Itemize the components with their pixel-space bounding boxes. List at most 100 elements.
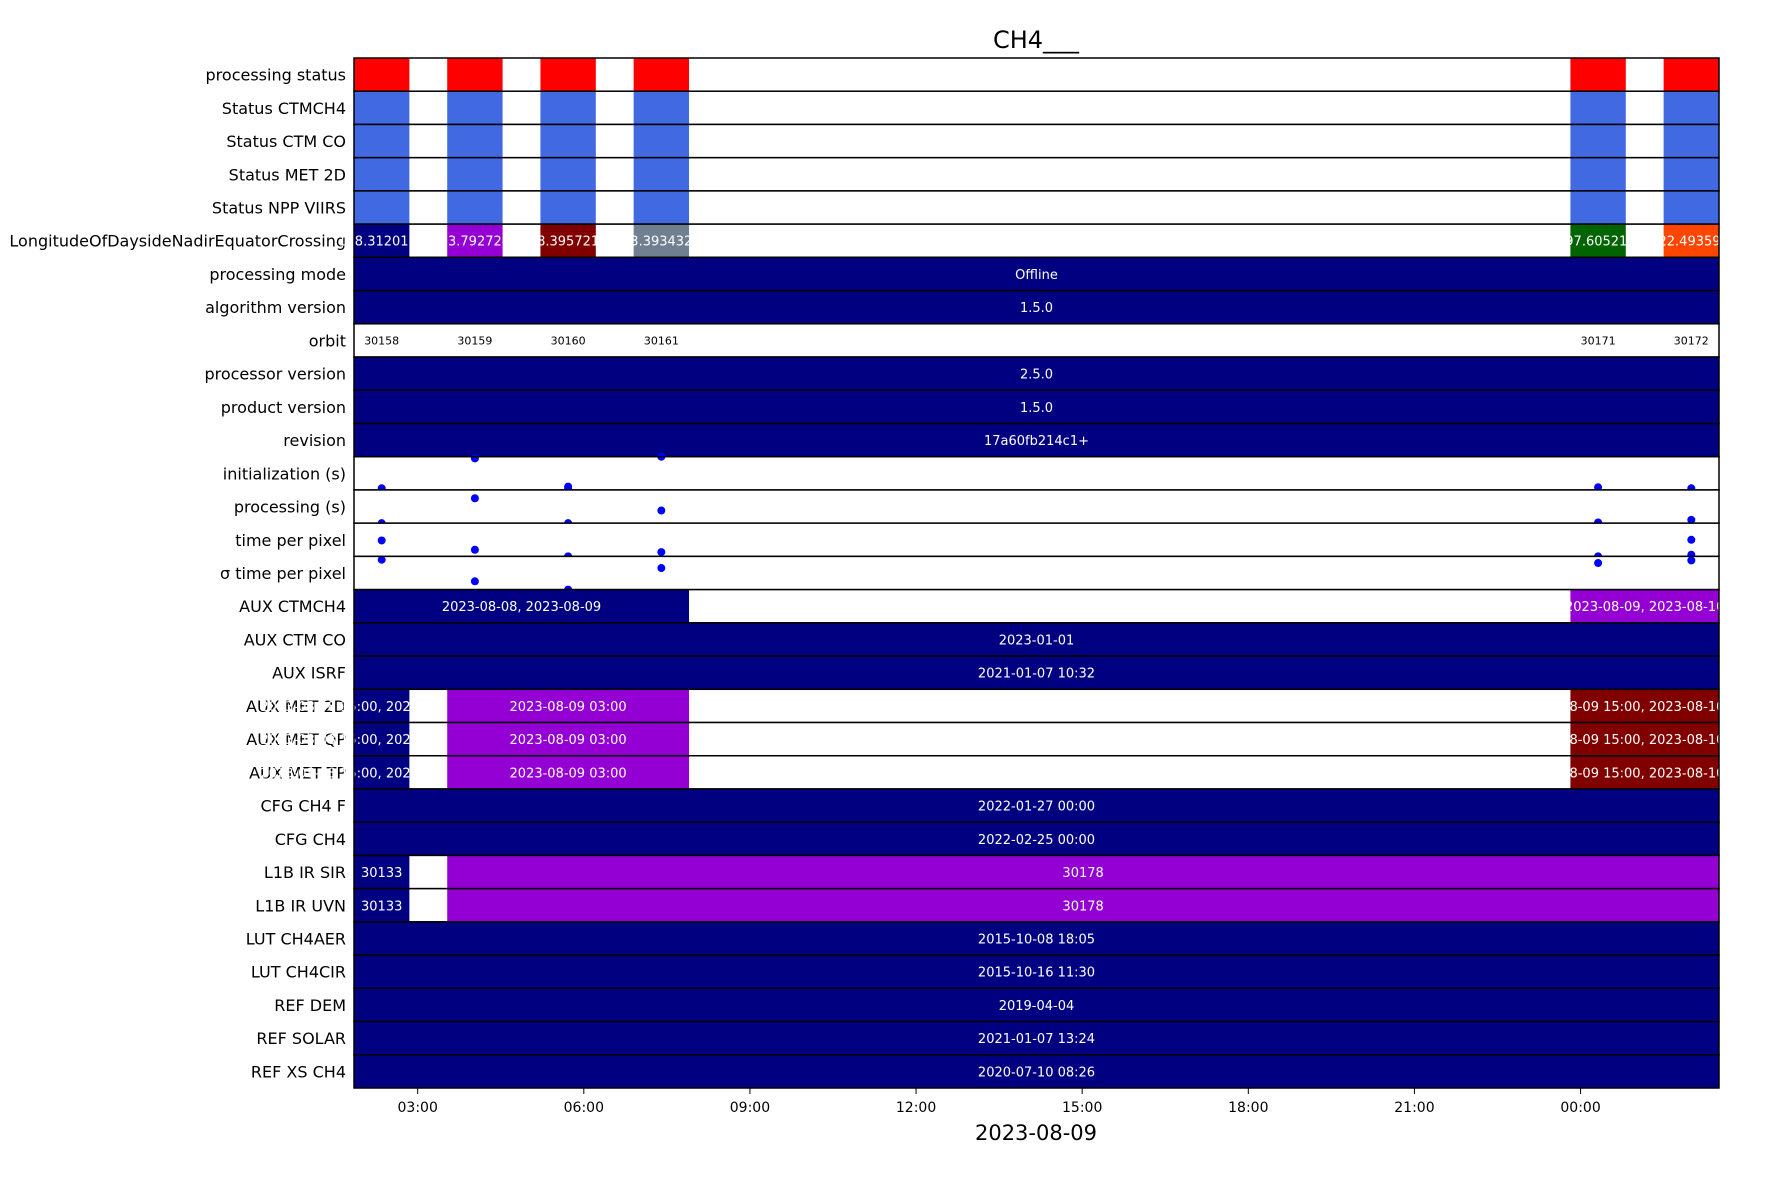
segment-bar bbox=[354, 1021, 1719, 1055]
segment-label: -222.4935913 bbox=[1646, 235, 1738, 250]
row-9: 2.5.0 bbox=[353, 356, 1720, 392]
row-label: orbit bbox=[309, 331, 346, 350]
segment-bar bbox=[1570, 755, 1719, 789]
row-label: REF XS CH4 bbox=[251, 1062, 346, 1081]
segment-bar bbox=[447, 855, 1720, 889]
segment-bar bbox=[633, 124, 690, 158]
segment-bar bbox=[447, 224, 503, 258]
segment-bar bbox=[540, 124, 596, 158]
segment-label: 17a60fb214c1+ bbox=[984, 434, 1089, 449]
segment-bar bbox=[1570, 91, 1626, 125]
row-23: 2022-02-25 00:00 bbox=[353, 821, 1720, 857]
segment-bar bbox=[633, 58, 690, 92]
row-label: AUX CTMCH4 bbox=[239, 597, 346, 616]
segment-bar bbox=[1663, 190, 1719, 225]
row-label: processing (s) bbox=[234, 498, 346, 517]
row-label: σ time per pixel bbox=[220, 564, 346, 583]
x-tick-label: 09:00 bbox=[730, 1100, 770, 1116]
row-7: 1.5.0 bbox=[353, 289, 1720, 325]
segment-bar bbox=[1663, 58, 1719, 92]
row-8: 30158 30159 30160 30161 30171 30172 bbox=[353, 323, 1720, 358]
segment-bar bbox=[354, 822, 1719, 856]
segment-bar bbox=[354, 190, 410, 225]
segment-label: 30178 bbox=[1062, 899, 1103, 914]
row-13 bbox=[353, 489, 1720, 528]
segment-bar bbox=[354, 423, 1719, 457]
segment-bar bbox=[354, 290, 1719, 324]
segment-label: 30178 bbox=[1062, 866, 1103, 881]
row-10: 1.5.0 bbox=[353, 389, 1720, 425]
row-label: AUX ISRF bbox=[272, 664, 346, 683]
row-background bbox=[354, 456, 1719, 490]
row-4 bbox=[353, 190, 1720, 225]
segment-label: 128.3120117 bbox=[338, 235, 425, 250]
segment-bar bbox=[1570, 224, 1626, 258]
row-background bbox=[354, 489, 1719, 524]
segment-label: 2015-10-08 18:05 bbox=[978, 932, 1095, 947]
row-27: 2015-10-16 11:30 bbox=[353, 954, 1720, 990]
segment-label: 1.5.0 bbox=[1020, 301, 1053, 316]
segment-bar bbox=[354, 257, 1719, 291]
segment-bar bbox=[354, 357, 1719, 391]
row-14 bbox=[353, 522, 1720, 561]
row-label: Status CTMCH4 bbox=[222, 99, 346, 118]
segment-bar bbox=[354, 656, 1719, 690]
segment-bar bbox=[540, 91, 596, 125]
segment-bar bbox=[354, 622, 1719, 657]
data-point bbox=[657, 564, 666, 573]
segment-label: 2023-08-08, 2023-08-09 bbox=[442, 600, 601, 615]
segment-bar bbox=[447, 722, 690, 756]
row-label: REF DEM bbox=[274, 996, 346, 1015]
segment-bar bbox=[354, 58, 410, 92]
row-label: LUT CH4AER bbox=[246, 929, 346, 948]
data-point bbox=[1687, 535, 1696, 544]
data-point bbox=[1687, 515, 1696, 524]
row-17: 2023-01-01 bbox=[353, 622, 1720, 657]
segment-label: 103.7927246 bbox=[431, 235, 518, 250]
row-label: time per pixel bbox=[235, 531, 346, 550]
row-29: 2021-01-07 13:24 bbox=[353, 1020, 1720, 1056]
orbit-label: 30158 bbox=[364, 334, 399, 347]
row-30: 2020-07-10 08:26 bbox=[353, 1054, 1720, 1089]
segment-bar bbox=[1663, 157, 1719, 191]
row-6: Offline bbox=[353, 256, 1720, 292]
segment-label: 2023-08-09 03:00 bbox=[510, 700, 627, 715]
row-label: CFG CH4 bbox=[275, 830, 346, 849]
segment-bar bbox=[354, 788, 1719, 823]
data-point bbox=[377, 555, 386, 564]
row-background bbox=[354, 323, 1719, 358]
segment-bar bbox=[447, 58, 503, 92]
row-16: 2023-08-08, 2023-08-09 2023-08-09, 2023-0… bbox=[353, 588, 1724, 624]
row-label: initialization (s) bbox=[223, 464, 346, 483]
segment-label: 2023-08-08 15:00, 2023-08-09 03:00 bbox=[260, 766, 503, 781]
segment-bar bbox=[1570, 589, 1719, 623]
row-label: product version bbox=[221, 398, 346, 417]
segment-label: 2022-02-25 00:00 bbox=[978, 833, 1095, 848]
row-label: revision bbox=[283, 431, 346, 450]
segment-bar bbox=[447, 755, 690, 789]
segment-bar bbox=[447, 689, 690, 723]
segment-label: 2019-04-04 bbox=[999, 999, 1075, 1014]
segment-label: 78.3957214 bbox=[529, 235, 608, 250]
row-cells: 128.3120117 103.7927246 78.3957214 53.39343… bbox=[260, 57, 1766, 1089]
orbit-label: 30159 bbox=[457, 334, 492, 347]
row-label: processing status bbox=[206, 66, 346, 85]
row-label: AUX MET QP bbox=[246, 730, 346, 749]
segment-bar bbox=[354, 921, 1719, 956]
segment-label: 2023-01-01 bbox=[999, 633, 1075, 648]
row-labels: processing status Status CTMCH4 Status CTM… bbox=[9, 66, 346, 1082]
chart-title: CH4___ bbox=[993, 26, 1080, 54]
data-point bbox=[657, 506, 666, 515]
segment-bar bbox=[540, 190, 596, 225]
row-label: L1B IR UVN bbox=[255, 896, 346, 915]
row-28: 2019-04-04 bbox=[353, 987, 1720, 1023]
data-point bbox=[1594, 559, 1603, 568]
segment-bar bbox=[447, 124, 503, 158]
row-label: AUX MET TP bbox=[249, 763, 346, 782]
segment-label: 2023-08-08 15:00, 2023-08-09 03:00 bbox=[260, 700, 503, 715]
x-tick-label: 15:00 bbox=[1062, 1100, 1102, 1116]
segment-bar bbox=[354, 755, 410, 789]
segment-label: 1.5.0 bbox=[1020, 401, 1053, 416]
segment-label: 2023-08-09 03:00 bbox=[510, 733, 627, 748]
